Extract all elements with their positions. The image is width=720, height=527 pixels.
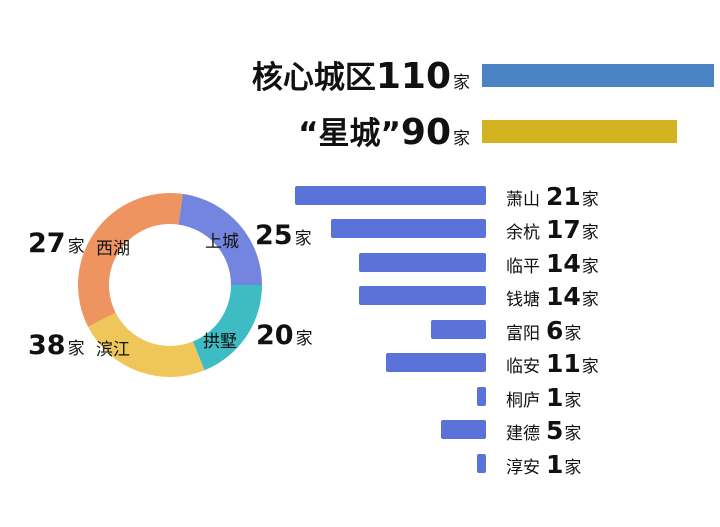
- star-city-label: “星城”90 家: [298, 108, 470, 153]
- district-row-qiantang: 钱塘 14家: [506, 282, 599, 311]
- shangcheng-value: 25: [255, 220, 293, 251]
- donut-label-gongshu-value: 20 家: [256, 320, 313, 351]
- donut-label-xihu-name: 西湖: [96, 239, 130, 259]
- district-name: 建德: [506, 424, 540, 444]
- star-city-name: “星城”: [298, 116, 401, 152]
- core-district-value: 110: [375, 56, 451, 97]
- district-name: 临平: [506, 257, 540, 277]
- district-value: 21: [546, 182, 581, 211]
- shangcheng-unit: 家: [294, 229, 312, 249]
- core-district-bar: [482, 64, 714, 87]
- district-name: 桐庐: [506, 391, 540, 411]
- donut-label-xihu-value: 27 家: [28, 228, 85, 259]
- district-name: 淳安: [506, 458, 540, 478]
- district-unit: 家: [564, 324, 582, 344]
- star-city-bar: [482, 120, 677, 143]
- district-value: 1: [546, 383, 564, 412]
- district-bar: [295, 186, 486, 205]
- core-district-name: 核心城区: [251, 60, 376, 96]
- donut-label-binjiang-name: 滨江: [96, 340, 130, 360]
- donut-segment-xihu: [77, 193, 183, 327]
- core-district-label: 核心城区110 家: [252, 52, 470, 97]
- district-value: 17: [546, 215, 581, 244]
- district-row-linping: 临平 14家: [506, 249, 599, 278]
- district-row-xiaoshan: 萧山 21家: [506, 182, 599, 211]
- district-unit: 家: [564, 391, 582, 411]
- binjiang-unit: 家: [67, 339, 85, 359]
- district-value: 6: [546, 316, 564, 345]
- district-row-tonglu: 桐庐 1家: [506, 383, 581, 412]
- core-district-unit: 家: [453, 73, 470, 93]
- district-row-jiande: 建德 5家: [506, 416, 581, 445]
- district-unit: 家: [564, 458, 582, 478]
- district-unit: 家: [581, 223, 599, 243]
- district-bar: [359, 253, 486, 272]
- donut-label-gongshu-name: 拱墅: [203, 332, 237, 352]
- district-row-yuhang: 余杭 17家: [506, 215, 599, 244]
- district-name: 钱塘: [506, 290, 540, 310]
- district-unit: 家: [581, 190, 599, 210]
- donut-segment-binjiang: [88, 312, 205, 377]
- binjiang-value: 38: [28, 330, 66, 361]
- xihu-unit: 家: [67, 237, 85, 257]
- district-value: 14: [546, 282, 581, 311]
- district-bar: [477, 387, 486, 406]
- district-bar: [331, 219, 486, 238]
- district-row-chunan: 淳安 1家: [506, 450, 581, 479]
- district-name: 富阳: [506, 324, 540, 344]
- district-value: 1: [546, 450, 564, 479]
- donut-segment-gongshu: [192, 285, 262, 371]
- district-name: 余杭: [506, 223, 540, 243]
- district-unit: 家: [581, 290, 599, 310]
- district-value: 5: [546, 416, 564, 445]
- xihu-value: 27: [28, 228, 66, 259]
- star-city-value: 90: [400, 112, 451, 153]
- district-value: 14: [546, 249, 581, 278]
- district-bar: [441, 420, 486, 439]
- gongshu-unit: 家: [295, 329, 313, 349]
- district-value: 11: [546, 349, 581, 378]
- district-unit: 家: [581, 357, 599, 377]
- donut-label-shangcheng-value: 25 家: [255, 220, 312, 251]
- district-bar: [386, 353, 486, 372]
- district-row-linan: 临安 11家: [506, 349, 599, 378]
- donut-label-binjiang-value: 38 家: [28, 330, 85, 361]
- district-bar: [431, 320, 486, 339]
- district-unit: 家: [581, 257, 599, 277]
- district-name: 临安: [506, 357, 540, 377]
- star-city-unit: 家: [453, 129, 470, 149]
- donut-segment-shangcheng: [178, 193, 262, 285]
- district-bar: [359, 286, 486, 305]
- donut-label-shangcheng-name: 上城: [205, 232, 239, 252]
- district-name: 萧山: [506, 190, 540, 210]
- district-bar: [477, 454, 486, 473]
- district-unit: 家: [564, 424, 582, 444]
- gongshu-value: 20: [256, 320, 294, 351]
- district-row-fuyang: 富阳 6家: [506, 316, 581, 345]
